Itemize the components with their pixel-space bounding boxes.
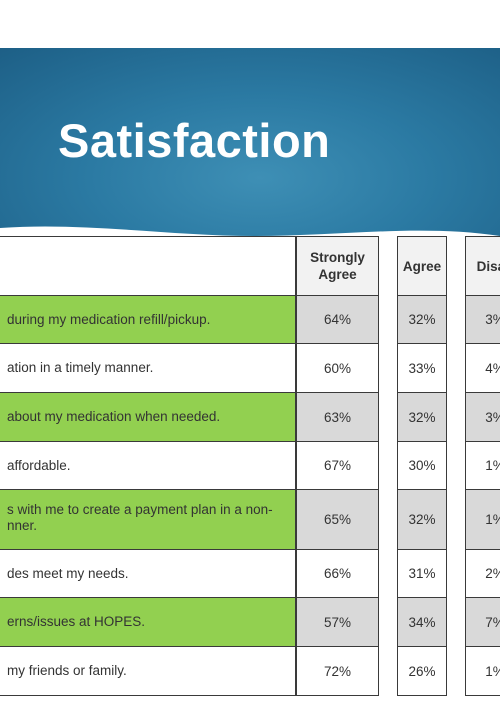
slide-title: Satisfaction bbox=[58, 114, 331, 167]
header-agree-cell: Agree bbox=[397, 236, 447, 296]
strongly-agree-cell: 65% bbox=[296, 490, 379, 550]
strongly-agree-cell: 66% bbox=[296, 550, 379, 598]
agree-cell: 32% bbox=[397, 393, 447, 442]
disagree-cell: 3% bbox=[465, 296, 500, 344]
header-disagree-cell: Disag bbox=[465, 236, 500, 296]
disagree-cell: 7% bbox=[465, 598, 500, 647]
strongly-agree-cell: 60% bbox=[296, 344, 379, 393]
agree-cell: 26% bbox=[397, 647, 447, 696]
title-banner bbox=[0, 48, 500, 248]
agree-cell: 33% bbox=[397, 344, 447, 393]
disagree-cell: 2% bbox=[465, 550, 500, 598]
header-strongly-agree-cell: Strongly Agree bbox=[296, 236, 379, 296]
statement-cell: erns/issues at HOPES. bbox=[0, 598, 296, 647]
disagree-cell: 1% bbox=[465, 442, 500, 490]
strongly-agree-cell: 63% bbox=[296, 393, 379, 442]
agree-cell: 34% bbox=[397, 598, 447, 647]
agree-cell: 30% bbox=[397, 442, 447, 490]
agree-cell: 32% bbox=[397, 296, 447, 344]
statement-cell: ation in a timely manner. bbox=[0, 344, 296, 393]
disagree-cell: 3% bbox=[465, 393, 500, 442]
strongly-agree-cell: 57% bbox=[296, 598, 379, 647]
strongly-agree-cell: 67% bbox=[296, 442, 379, 490]
disagree-cell: 1% bbox=[465, 490, 500, 550]
statement-cell: s with me to create a payment plan in a … bbox=[0, 490, 296, 550]
strongly-agree-cell: 64% bbox=[296, 296, 379, 344]
agree-cell: 32% bbox=[397, 490, 447, 550]
statement-cell: during my medication refill/pickup. bbox=[0, 296, 296, 344]
statement-cell: about my medication when needed. bbox=[0, 393, 296, 442]
disagree-cell: 1% bbox=[465, 647, 500, 696]
statement-cell: des meet my needs. bbox=[0, 550, 296, 598]
statement-cell: my friends or family. bbox=[0, 647, 296, 696]
agree-cell: 31% bbox=[397, 550, 447, 598]
statement-cell: affordable. bbox=[0, 442, 296, 490]
disagree-cell: 4% bbox=[465, 344, 500, 393]
strongly-agree-cell: 72% bbox=[296, 647, 379, 696]
header-statement-cell bbox=[0, 236, 296, 296]
